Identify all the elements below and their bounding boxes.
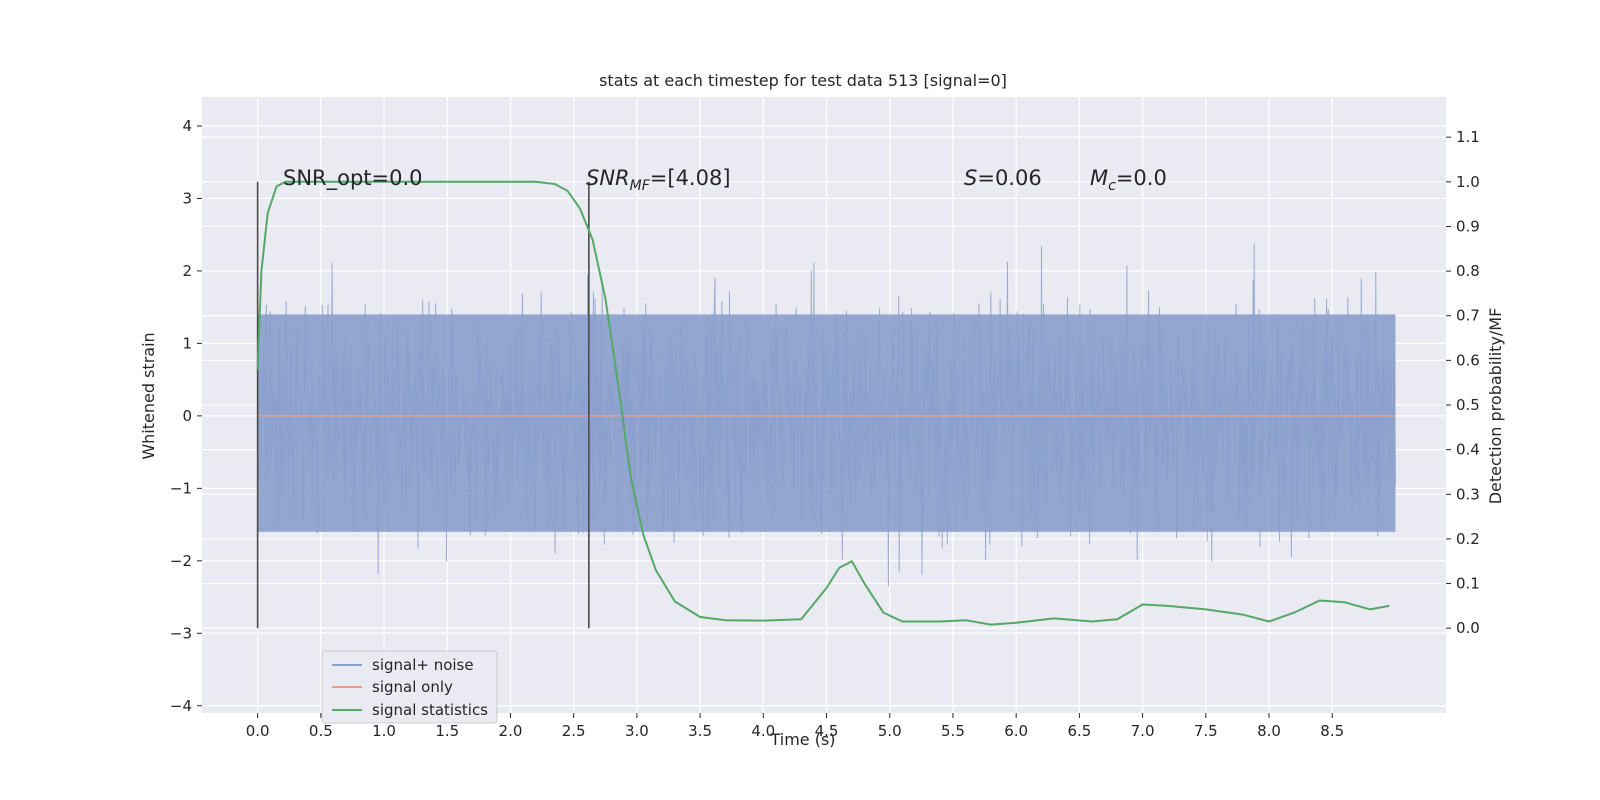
- y-right-axis-ticks: 1.1 1.0 0.9 0.8 0.7 0.6 0.5 0.4 0.3 0.2 0.1 0.0: [1446, 128, 1480, 637]
- x-tick-label: 5.0: [878, 722, 902, 740]
- vertical-markers: [256, 181, 590, 629]
- series-signal-statistics: [256, 180, 1390, 626]
- y-right-tick-label: 0.1: [1456, 575, 1480, 593]
- y-left-tick-label: 0: [182, 407, 192, 425]
- x-tick-label: 8.0: [1257, 722, 1281, 740]
- signal-statistics-line: [256, 180, 1390, 626]
- annotations: SNR_opt=0.0 SNRMF=[4.08] S=0.06 Mc=0.0: [283, 166, 1167, 194]
- x-tick-label: 1.0: [372, 722, 396, 740]
- x-tick-label: 0.0: [246, 722, 270, 740]
- annotation-mc: Mc=0.0: [1090, 166, 1167, 194]
- x-tick-label: 0.5: [309, 722, 333, 740]
- y-right-tick-label: 0.7: [1456, 307, 1480, 325]
- y-left-tick-label: −3: [170, 624, 192, 642]
- x-tick-label: 4.0: [751, 722, 775, 740]
- y-right-tick-label: 0.5: [1456, 396, 1480, 414]
- series-signal-noise: [257, 243, 1396, 587]
- y-right-axis-label: Detection probability/MF: [1486, 308, 1505, 505]
- x-tick-label: 1.5: [435, 722, 459, 740]
- x-tick-label: 2.5: [562, 722, 586, 740]
- x-tick-label: 8.5: [1320, 722, 1344, 740]
- x-tick-label: 4.5: [815, 722, 839, 740]
- y-right-tick-label: 0.8: [1456, 262, 1480, 280]
- x-tick-label: 7.0: [1131, 722, 1155, 740]
- x-axis-ticks: 0.0 0.5 1.0 1.5 2.0 2.5 3.0 3.5 4.0 4.5 5.0 5.5 6.0 6…: [246, 713, 1344, 740]
- y-left-tick-label: 2: [182, 262, 192, 280]
- y-left-tick-label: −4: [170, 697, 192, 715]
- annotation-snr-opt: SNR_opt=0.0: [283, 166, 423, 191]
- x-tick-label: 6.5: [1067, 722, 1091, 740]
- x-tick-label: 3.5: [688, 722, 712, 740]
- legend-label-signal-statistics: signal statistics: [372, 701, 488, 719]
- legend-box: [321, 650, 498, 724]
- x-tick-label: 5.5: [941, 722, 965, 740]
- legend: signal+ noise signal only signal statist…: [321, 650, 498, 724]
- y-right-tick-label: 0.9: [1456, 217, 1480, 235]
- y-left-axis-label: Whitened strain: [139, 332, 158, 459]
- x-tick-label: 6.0: [1004, 722, 1028, 740]
- annotation-s: S=0.06: [964, 166, 1042, 190]
- y-left-tick-label: 1: [182, 334, 192, 352]
- y-left-tick-label: −2: [170, 552, 192, 570]
- chart-title: stats at each timestep for test data 513…: [599, 71, 1007, 90]
- y-right-tick-label: 1.0: [1456, 173, 1480, 191]
- x-axis-label: Time (s): [769, 730, 835, 749]
- legend-label-signal-noise: signal+ noise: [372, 656, 474, 674]
- x-tick-label: 3.0: [625, 722, 649, 740]
- signal-noise-core: [257, 314, 1396, 532]
- y-right-tick-label: 0.0: [1456, 619, 1480, 637]
- y-right-tick-label: 0.4: [1456, 441, 1480, 459]
- y-left-axis-ticks: 4 3 2 1 0 −1 −2 −3 −4: [170, 117, 202, 715]
- x-tick-label: 7.5: [1194, 722, 1218, 740]
- y-left-tick-label: −1: [170, 479, 192, 497]
- legend-label-signal-only: signal only: [372, 678, 453, 696]
- y-right-tick-label: 0.2: [1456, 530, 1480, 548]
- y-right-tick-label: 0.6: [1456, 351, 1480, 369]
- x-tick-label: 2.0: [499, 722, 523, 740]
- y-right-tick-label: 1.1: [1456, 128, 1480, 146]
- y-left-tick-label: 3: [182, 189, 192, 207]
- y-left-tick-label: 4: [182, 117, 192, 135]
- y-right-tick-label: 0.3: [1456, 485, 1480, 503]
- annotation-snr-mf: SNRMF=[4.08]: [586, 166, 731, 194]
